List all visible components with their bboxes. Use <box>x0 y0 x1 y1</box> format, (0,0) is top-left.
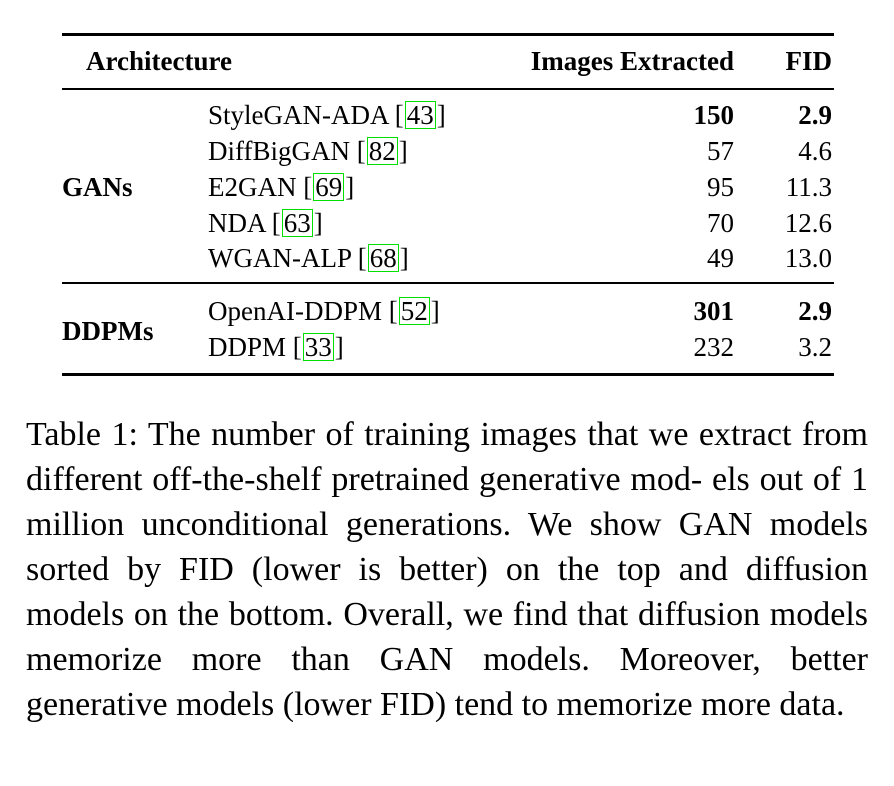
images-extracted-cell: 95 <box>707 172 734 202</box>
fid-cell: 11.3 <box>785 172 832 202</box>
model-name-cell: OpenAI-DDPM [52] <box>208 296 440 326</box>
images-extracted-cell: 232 <box>693 332 735 362</box>
images-extracted-cell: 301 <box>693 296 735 326</box>
fid-cell: 2.9 <box>798 296 832 326</box>
column-header-fid: FID <box>785 46 833 76</box>
fid-cell: 12.6 <box>784 208 832 238</box>
table-row: DDPM [33] 232 3.2 <box>0 329 894 365</box>
model-name-cell: StyleGAN-ADA [43] <box>208 100 446 130</box>
images-extracted-cell: 70 <box>707 208 734 238</box>
citation-link[interactable]: 68 <box>367 243 399 273</box>
model-name-cell: E2GAN [69] <box>208 172 355 202</box>
citation-link[interactable]: 63 <box>281 208 313 238</box>
citation-link[interactable]: 52 <box>398 296 430 326</box>
citation-link[interactable]: 69 <box>313 172 345 202</box>
header-rule <box>62 88 834 90</box>
column-header-architecture: Architecture <box>86 46 232 76</box>
citation-link[interactable]: 43 <box>404 100 436 130</box>
fid-cell: 3.2 <box>798 332 832 362</box>
table-row: DiffBigGAN [82] 57 4.6 <box>0 133 894 169</box>
images-extracted-cell: 57 <box>707 136 734 166</box>
table-top-rule <box>62 33 834 36</box>
fid-cell: 4.6 <box>798 136 832 166</box>
table-row: WGAN-ALP [68] 49 13.0 <box>0 240 894 276</box>
group-label-ddpms: DDPMs <box>62 316 154 346</box>
table-row: NDA [63] 70 12.6 <box>0 205 894 241</box>
model-name-cell: DiffBigGAN [82] <box>208 136 408 166</box>
table-row: E2GAN [69] 95 11.3 <box>0 169 894 205</box>
table-row: OpenAI-DDPM [52] 301 2.9 <box>0 293 894 329</box>
images-extracted-cell: 150 <box>693 100 735 130</box>
citation-link[interactable]: 82 <box>366 136 398 166</box>
images-extracted-cell: 49 <box>707 243 734 273</box>
table-bottom-rule <box>62 373 834 376</box>
table-row: StyleGAN-ADA [43] 150 2.9 <box>0 97 894 133</box>
citation-link[interactable]: 33 <box>302 332 334 362</box>
model-name-cell: NDA [63] <box>208 208 323 238</box>
fid-cell: 13.0 <box>784 243 832 273</box>
model-name-cell: WGAN-ALP [68] <box>208 243 409 273</box>
fid-cell: 2.9 <box>798 100 832 130</box>
table-caption: Table 1: The number of training images t… <box>26 416 868 723</box>
model-name-cell: DDPM [33] <box>208 332 344 362</box>
group-label-gans: GANs <box>62 172 133 202</box>
column-header-images-extracted: Images Extracted <box>530 46 734 76</box>
group-separator-rule <box>62 282 834 284</box>
